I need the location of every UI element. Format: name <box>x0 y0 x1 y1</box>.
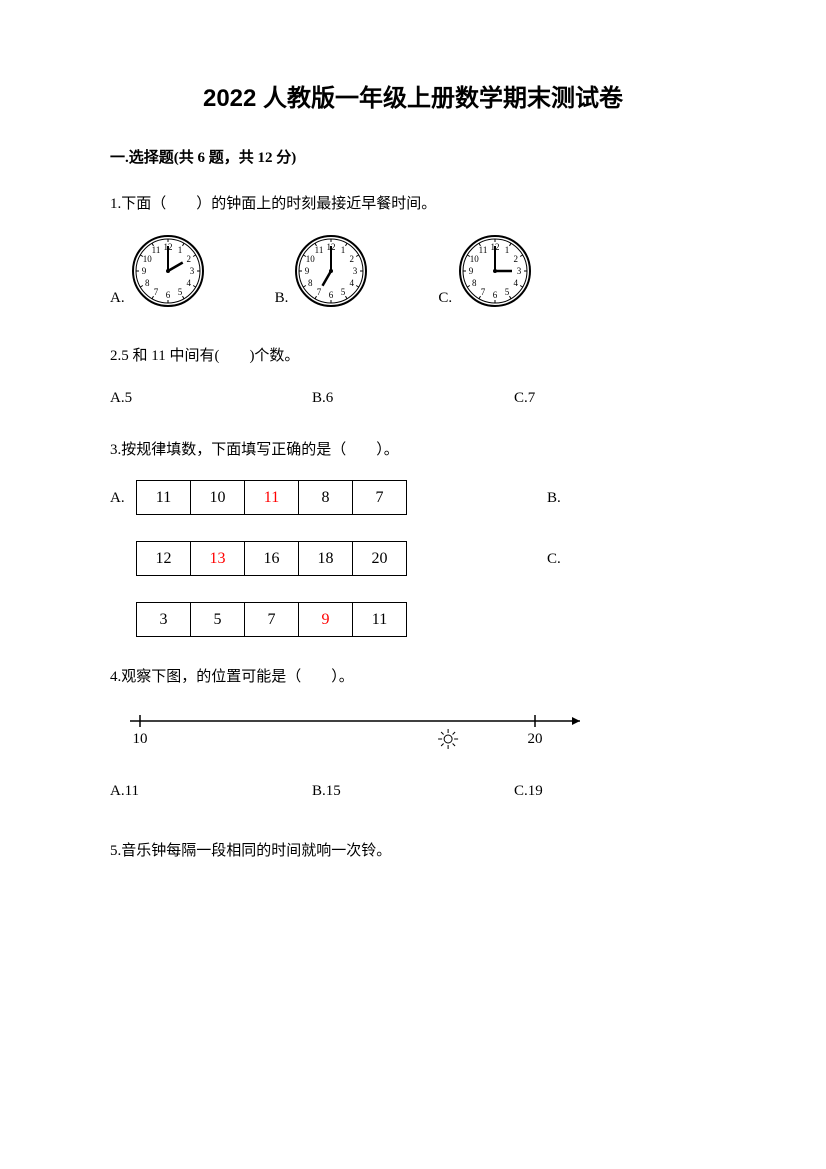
q1-option-b: B. 123456789101112 <box>275 234 369 316</box>
svg-text:4: 4 <box>186 278 191 288</box>
svg-text:1: 1 <box>341 246 346 256</box>
q3-seq-c: 357911 <box>136 602 407 637</box>
q3-spacer-c <box>110 608 128 632</box>
question-2: 2.5 和 11 中间有( )个数。 A.5 B.6 C.7 <box>110 344 716 410</box>
svg-text:5: 5 <box>177 287 182 297</box>
svg-text:5: 5 <box>505 287 510 297</box>
svg-text:4: 4 <box>350 278 355 288</box>
svg-text:11: 11 <box>315 246 324 256</box>
seq-cell: 18 <box>299 542 353 576</box>
clock-c-icon: 123456789101112 <box>458 234 532 316</box>
clock-a-icon: 123456789101112 <box>131 234 205 316</box>
numline-right-label: 20 <box>528 731 543 747</box>
seq-cell: 10 <box>191 481 245 515</box>
svg-text:10: 10 <box>142 254 152 264</box>
svg-text:3: 3 <box>353 266 358 276</box>
q4-options: A.11 B.15 C.19 <box>110 779 716 803</box>
q3-label-c: C. <box>547 547 561 571</box>
seq-cell: 16 <box>245 542 299 576</box>
q1-label-c: C. <box>438 286 452 316</box>
svg-text:10: 10 <box>470 254 480 264</box>
q3-label-b: B. <box>547 486 561 510</box>
svg-text:1: 1 <box>505 246 510 256</box>
seq-cell: 12 <box>137 542 191 576</box>
question-3: 3.按规律填数，下面填写正确的是（ ）。 A. 11101187 B. 1213… <box>110 438 716 637</box>
seq-cell: 3 <box>137 603 191 637</box>
q1-option-c: C. 123456789101112 <box>438 234 532 316</box>
svg-text:2: 2 <box>186 254 191 264</box>
q2-options: A.5 B.6 C.7 <box>110 386 716 410</box>
svg-text:1: 1 <box>177 246 182 256</box>
q1-text: 1.下面（ ）的钟面上的时刻最接近早餐时间。 <box>110 192 716 216</box>
page-title: 2022 人教版一年级上册数学期末测试卷 <box>110 80 716 118</box>
q1-option-a: A. 123456789101112 <box>110 234 205 316</box>
q3-row-a: A. 11101187 B. <box>110 480 716 515</box>
q4-text: 4.观察下图，的位置可能是（ ）。 <box>110 665 716 689</box>
svg-text:8: 8 <box>145 278 150 288</box>
svg-text:6: 6 <box>329 290 334 300</box>
svg-text:8: 8 <box>308 278 313 288</box>
q3-seq-a: 11101187 <box>136 480 407 515</box>
q3-label-a: A. <box>110 486 128 510</box>
q2-opt-b: B.6 <box>312 386 514 410</box>
q1-label-b: B. <box>275 286 289 316</box>
svg-text:7: 7 <box>317 287 322 297</box>
seq-cell: 5 <box>191 603 245 637</box>
seq-cell: 9 <box>299 603 353 637</box>
q3-seq-b: 1213161820 <box>136 541 407 576</box>
svg-text:11: 11 <box>479 246 488 256</box>
seq-cell: 7 <box>245 603 299 637</box>
q1-label-a: A. <box>110 286 125 316</box>
svg-text:10: 10 <box>306 254 316 264</box>
q1-clock-row: A. 123456789101112 B. 123456789101112 C.… <box>110 234 716 316</box>
svg-text:9: 9 <box>141 266 146 276</box>
q2-text: 2.5 和 11 中间有( )个数。 <box>110 344 716 368</box>
svg-text:4: 4 <box>514 278 519 288</box>
svg-text:2: 2 <box>350 254 355 264</box>
svg-text:8: 8 <box>472 278 477 288</box>
numline-left-label: 10 <box>133 731 148 747</box>
svg-text:5: 5 <box>341 287 346 297</box>
q4-numberline: 10 20 <box>130 711 696 755</box>
svg-text:2: 2 <box>514 254 519 264</box>
seq-cell: 11 <box>245 481 299 515</box>
seq-cell: 11 <box>353 603 407 637</box>
seq-cell: 8 <box>299 481 353 515</box>
q3-spacer-b <box>110 547 128 571</box>
sun-icon <box>438 729 458 749</box>
svg-text:7: 7 <box>153 287 158 297</box>
question-5: 5.音乐钟每隔一段相同的时间就响一次铃。 <box>110 839 716 863</box>
q2-opt-a: A.5 <box>110 386 312 410</box>
q4-opt-b: B.15 <box>312 779 514 803</box>
svg-text:9: 9 <box>305 266 310 276</box>
svg-text:6: 6 <box>493 290 498 300</box>
seq-cell: 20 <box>353 542 407 576</box>
svg-text:7: 7 <box>481 287 486 297</box>
q3-text: 3.按规律填数，下面填写正确的是（ ）。 <box>110 438 716 462</box>
question-4: 4.观察下图，的位置可能是（ ）。 10 20 A.11 B.15 <box>110 665 716 803</box>
svg-text:9: 9 <box>469 266 474 276</box>
svg-text:3: 3 <box>517 266 522 276</box>
section-1-header: 一.选择题(共 6 题，共 12 分) <box>110 146 716 170</box>
clock-b-icon: 123456789101112 <box>294 234 368 316</box>
svg-text:6: 6 <box>165 290 170 300</box>
q2-opt-c: C.7 <box>514 386 716 410</box>
numberline-icon: 10 20 <box>130 711 590 755</box>
question-1: 1.下面（ ）的钟面上的时刻最接近早餐时间。 A. 12345678910111… <box>110 192 716 316</box>
q3-row-b: 1213161820 C. <box>110 541 716 576</box>
svg-text:11: 11 <box>151 246 160 256</box>
seq-cell: 7 <box>353 481 407 515</box>
svg-text:3: 3 <box>189 266 194 276</box>
seq-cell: 13 <box>191 542 245 576</box>
q3-row-c: 357911 <box>110 602 716 637</box>
seq-cell: 11 <box>137 481 191 515</box>
q4-opt-c: C.19 <box>514 779 716 803</box>
q5-text: 5.音乐钟每隔一段相同的时间就响一次铃。 <box>110 839 716 863</box>
q4-opt-a: A.11 <box>110 779 312 803</box>
